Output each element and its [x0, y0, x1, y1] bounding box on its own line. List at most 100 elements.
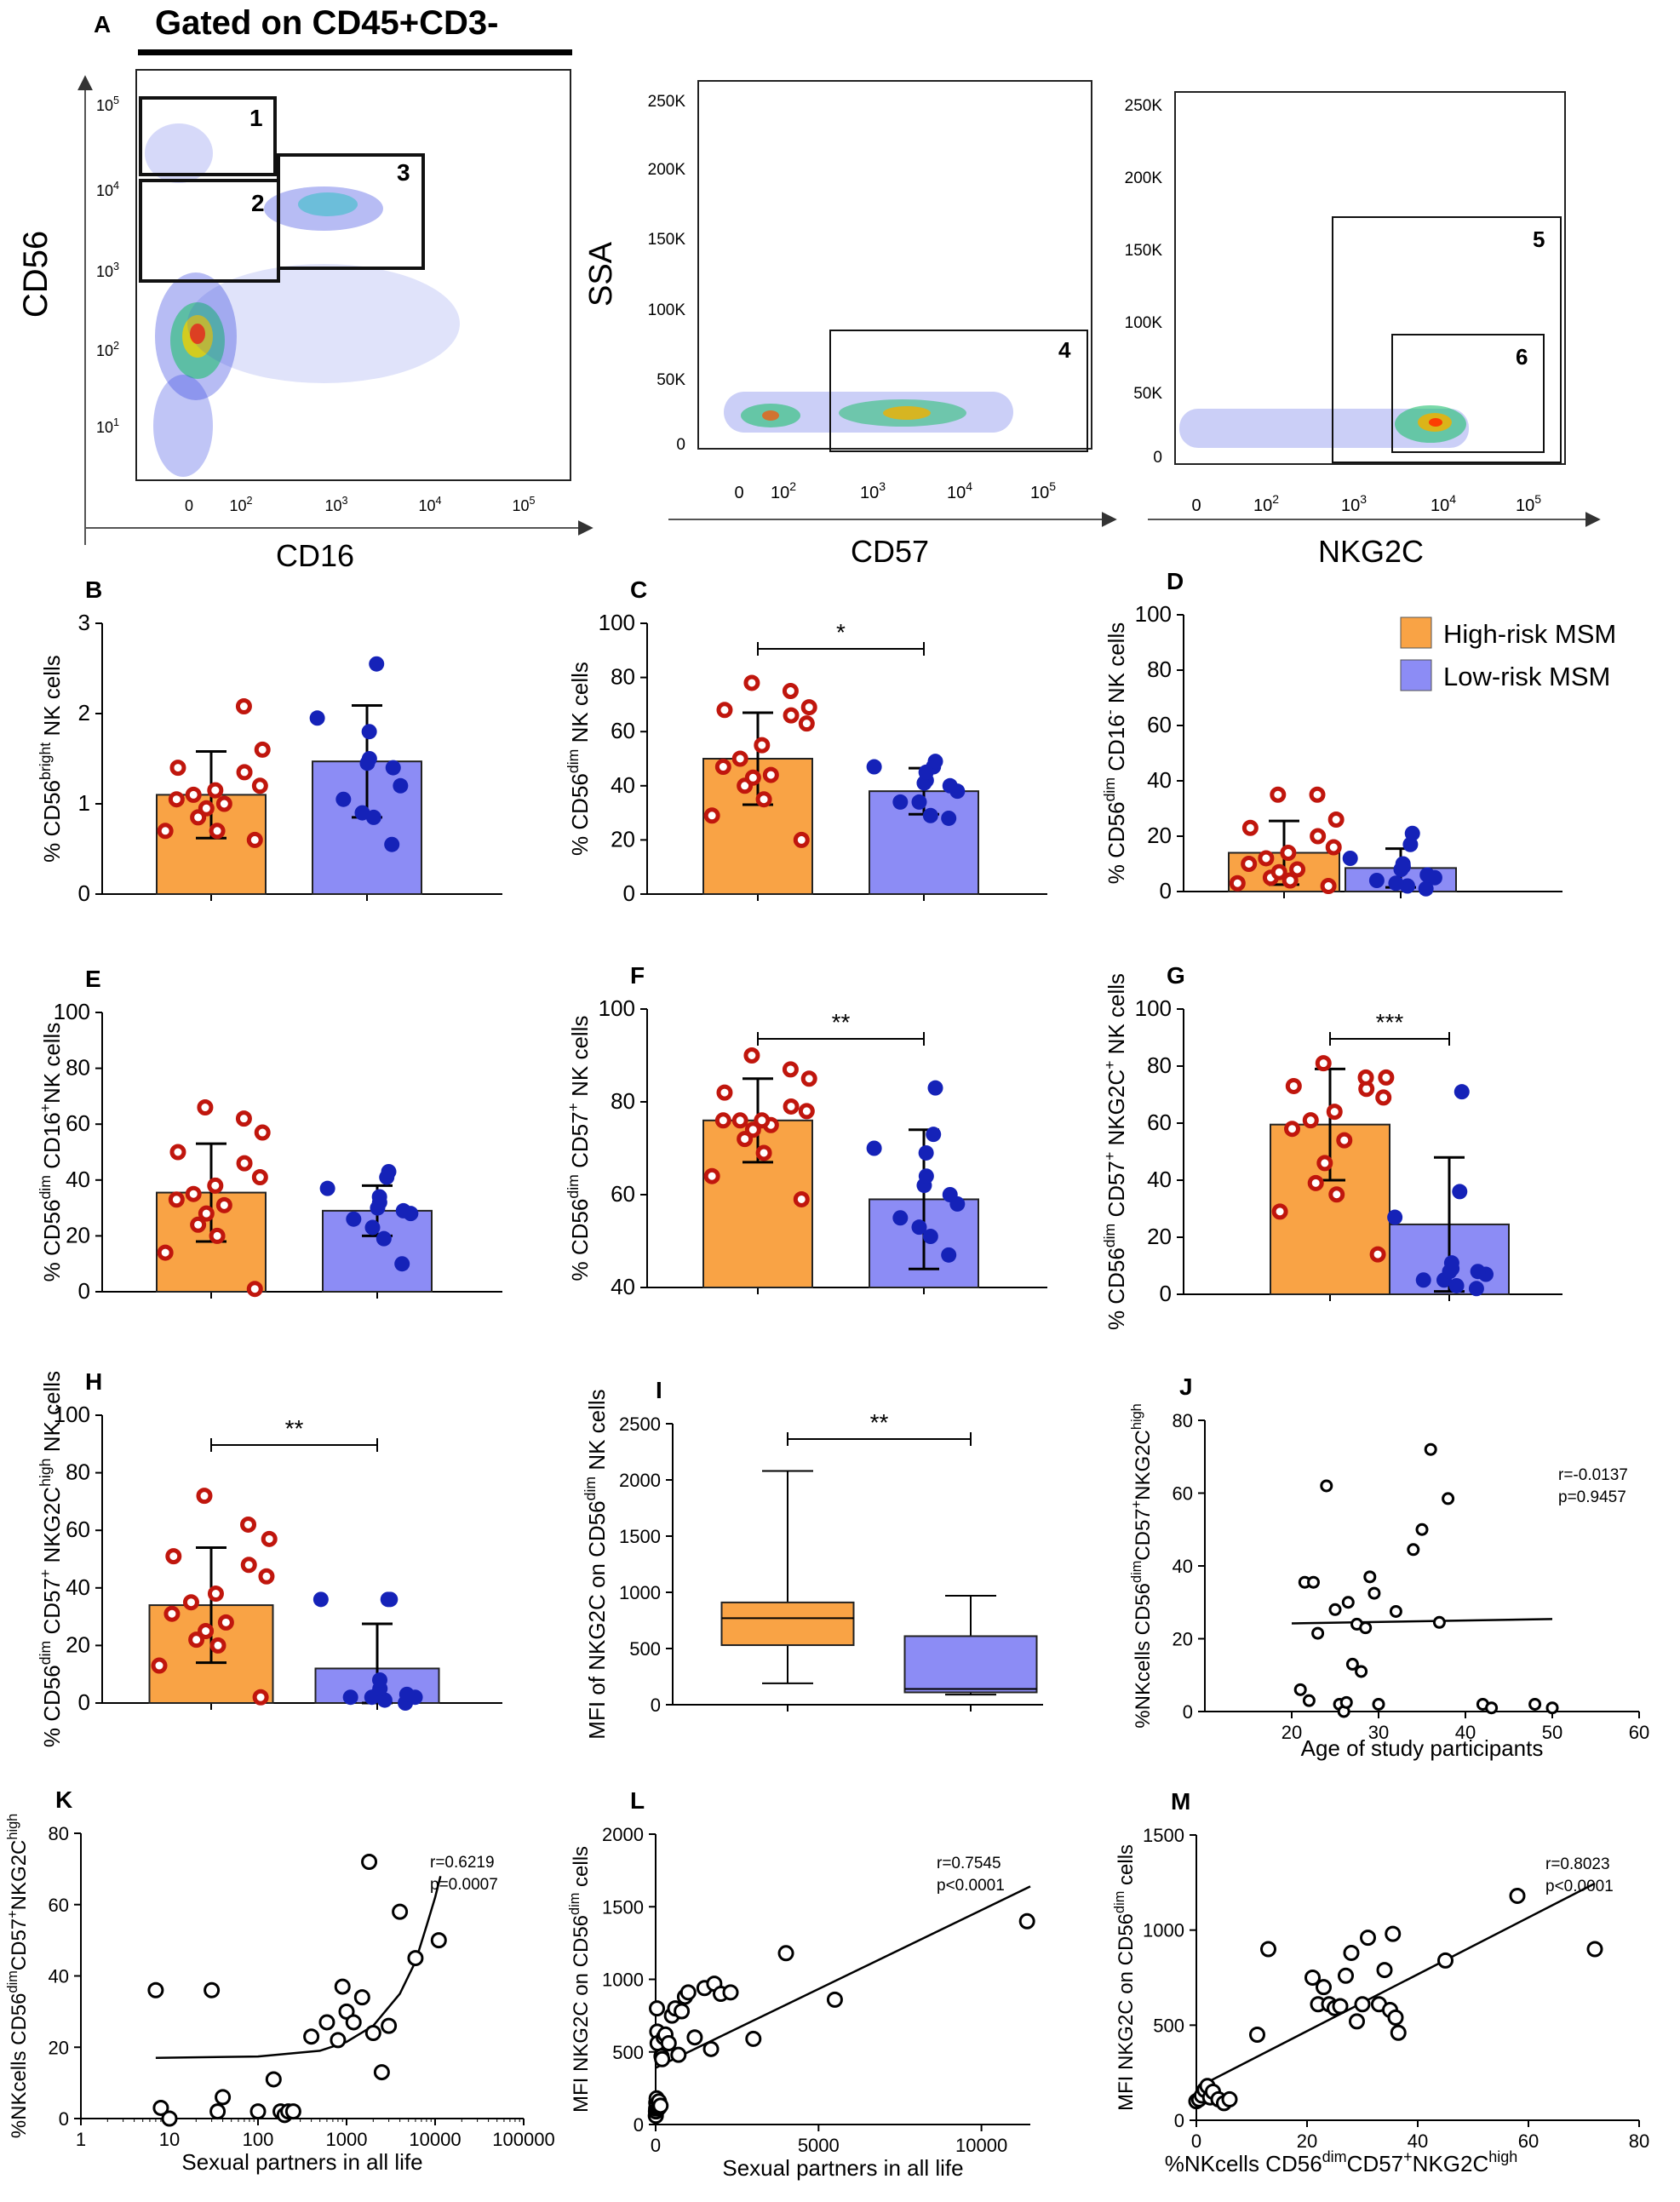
y-tick-label: 40: [611, 772, 635, 798]
flow-xtick: 102: [771, 479, 796, 502]
flow-ytick: 200K: [648, 161, 686, 179]
data-point: [1302, 1694, 1316, 1707]
data-point-low: [361, 751, 377, 766]
data-point-high: [1357, 1069, 1374, 1086]
data-point: [1407, 1543, 1420, 1557]
y-tick-label: 40: [1173, 1556, 1193, 1577]
y-tick-label: 20: [1147, 823, 1172, 848]
data-point-low: [1388, 875, 1404, 892]
y-tick-label: 60: [1147, 712, 1172, 737]
y-tick-label: 2000: [602, 1824, 644, 1845]
data-point-high: [783, 1098, 800, 1115]
flow-xtick: 104: [418, 495, 441, 514]
significance-stars: ***: [1376, 1009, 1404, 1035]
data-point-low: [941, 1247, 957, 1263]
data-point-low: [371, 1189, 387, 1205]
flow-ylabel-ssa: SSA: [583, 241, 619, 307]
data-point-low: [1418, 880, 1434, 897]
data-point-high: [744, 769, 761, 786]
data-point: [1260, 1941, 1276, 1958]
y-tick-label: 60: [611, 718, 635, 743]
data-point-low: [941, 810, 957, 826]
data-point-low: [309, 710, 325, 726]
y-tick-label: 500: [629, 1638, 661, 1660]
panel-letter: J: [1179, 1373, 1193, 1400]
data-point-high: [1315, 1055, 1332, 1072]
data-point: [147, 1981, 164, 1998]
data-point: [334, 1978, 351, 1995]
y-tick-label: 1500: [619, 1526, 661, 1547]
x-tick-label: 20: [1282, 1722, 1302, 1743]
data-point-high: [190, 1216, 207, 1233]
y-axis-label: MFI of NKG2C on CD56dim NK cells: [582, 1389, 610, 1739]
legend-high-label: High-risk MSM: [1443, 619, 1616, 649]
y-tick-label: 0: [1160, 1281, 1172, 1306]
box-high: [720, 1601, 855, 1647]
flow-xtick: 105: [1516, 492, 1541, 515]
flow-xtick: 105: [512, 495, 535, 514]
y-axis-label: %NKcells CD56dimCD57+NKG2Chigh: [5, 1814, 31, 2138]
y-tick-label: 100: [599, 995, 635, 1021]
y-tick-label: 100: [1135, 995, 1172, 1021]
data-point: [1415, 1522, 1429, 1536]
data-point-high: [185, 1185, 202, 1202]
data-point-high: [800, 1070, 817, 1087]
data-point: [1307, 1575, 1320, 1589]
flow-ytick: 104: [96, 180, 119, 199]
flow-ytick: 200K: [1125, 169, 1163, 187]
y-tick-label: 0: [1174, 2110, 1184, 2131]
flow-ylabel-cd56: CD56: [17, 231, 54, 318]
data-point-low: [1395, 856, 1411, 872]
data-point-high: [240, 1557, 257, 1574]
data-point-high: [744, 1121, 761, 1138]
panel-letter: M: [1171, 1788, 1190, 1815]
y-tick-label: 0: [1160, 878, 1172, 903]
flow-ytick: 103: [96, 261, 119, 280]
data-point-high: [209, 1637, 226, 1654]
data-point: [1339, 1695, 1353, 1709]
y-tick-label: 60: [49, 1895, 69, 1916]
y-tick-label: 40: [1147, 767, 1172, 793]
density-cloud: [145, 123, 460, 477]
data-point-high: [743, 1047, 760, 1064]
x-tick-label: 40: [1408, 2130, 1428, 2152]
data-point-low: [1470, 1264, 1486, 1280]
data-point-low: [1404, 825, 1420, 841]
data-point: [361, 1854, 378, 1870]
y-tick-label: 60: [611, 1181, 635, 1207]
data-point-low: [911, 1219, 927, 1236]
data-point-high: [151, 1657, 168, 1674]
flow-xtick: 102: [229, 495, 252, 514]
flow-ytick: 50K: [1133, 385, 1162, 403]
chart-h: H 0 20 40 60 80 100% CD56dim CD57+ NKG2Chigh N…: [37, 1368, 502, 1747]
data-point-high: [1307, 1174, 1324, 1191]
regression-line: [155, 1875, 442, 2060]
data-point: [353, 1989, 370, 2006]
data-point-low: [381, 1163, 397, 1179]
data-point: [1354, 1996, 1371, 2013]
data-point-high: [246, 831, 263, 848]
data-point-high: [1309, 786, 1326, 803]
data-point-high: [793, 831, 810, 848]
flow-xlabel-nkg2c: NKG2C: [1318, 534, 1424, 569]
y-tick-label: 2: [78, 700, 90, 725]
bar-low: [869, 790, 979, 895]
chart-b: B 0 1 2 3 % CD56bright NK cells: [37, 576, 502, 906]
stat-r: r=0.6219: [430, 1854, 495, 1872]
y-tick-label: 500: [612, 2042, 644, 2063]
data-point-low: [892, 794, 909, 810]
panel-letter: G: [1167, 962, 1185, 989]
x-tick-label: 5000: [798, 2135, 840, 2156]
y-axis-label: MFI NKG2C on CD56dim cells: [1112, 1844, 1138, 2111]
data-point-low: [927, 1080, 943, 1096]
y-axis-label: % CD56dim CD16+NK cells: [37, 1023, 65, 1282]
y-tick-label: 1: [78, 790, 90, 816]
data-point: [1320, 1479, 1333, 1493]
data-point-high: [703, 1167, 720, 1184]
data-point-low: [369, 656, 385, 672]
y-axis-label: % CD56dim CD57+ NK cells: [565, 1016, 593, 1282]
data-point-high: [714, 1112, 731, 1129]
data-point-high: [798, 715, 815, 732]
data-point-high: [182, 1594, 199, 1611]
y-tick-label: 500: [1153, 2015, 1184, 2036]
